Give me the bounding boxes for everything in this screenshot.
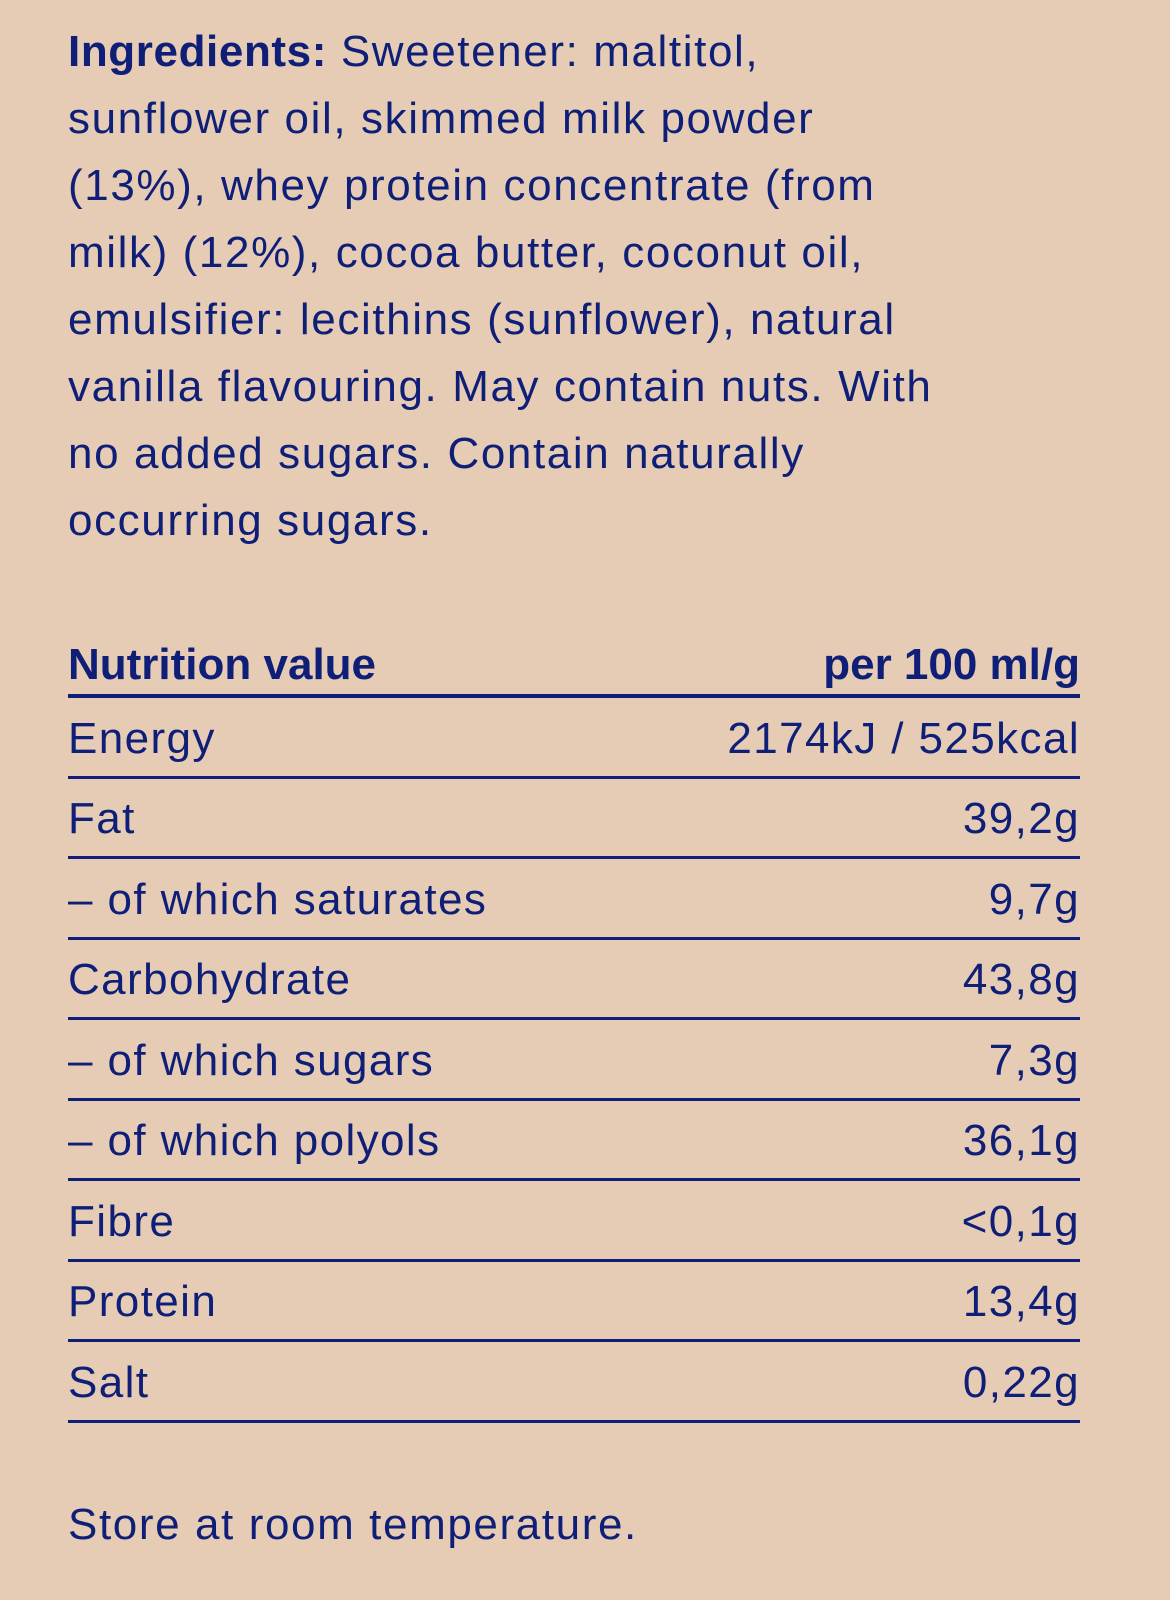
ingredients-line: emulsifier: lecithins (sunflower), natur… [68,295,896,344]
nutrient-value: 43,8g [962,955,1080,1005]
nutrient-value: 39,2g [962,794,1080,844]
ingredients-paragraph: Ingredients: Sweetener: maltitol, sunflo… [68,18,1128,554]
table-row: – of which polyols 36,1g [68,1101,1080,1181]
nutrient-value: 7,3g [988,1035,1080,1085]
nutrient-name: – of which polyols [68,1116,441,1166]
ingredients-line: no added sugars. Contain naturally [68,429,805,478]
nutrient-name: Energy [68,713,216,763]
ingredients-line: Ingredients: Sweetener: maltitol, [68,18,1128,85]
nutrient-name: Fat [68,794,136,844]
nutrient-value: 36,1g [962,1116,1080,1166]
nutrient-name: – of which sugars [68,1035,435,1085]
nutrient-value: <0,1g [961,1196,1080,1246]
table-row: Fibre <0,1g [68,1181,1080,1262]
nutrient-name: Carbohydrate [68,955,352,1005]
storage-note: Store at room temperature. [68,1500,638,1549]
ingredients-line: occurring sugars. [68,496,433,545]
table-row: Energy 2174kJ / 525kcal [68,698,1080,779]
table-row: Salt 0,22g [68,1342,1080,1423]
nutrient-name: Fibre [68,1196,176,1246]
table-row: – of which sugars 7,3g [68,1020,1080,1101]
nutrient-value: 2174kJ / 525kcal [727,713,1080,763]
nutrient-name: Salt [68,1357,150,1407]
ingredients-label: Ingredients: [68,27,327,76]
ingredients-text: Sweetener: maltitol, [327,27,760,76]
nutrient-value: 9,7g [988,874,1080,924]
ingredients-line: milk) (12%), cocoa butter, coconut oil, [68,228,865,277]
ingredients-line: vanilla flavouring. May contain nuts. Wi… [68,362,933,411]
nutrient-value: 0,22g [962,1357,1080,1407]
nutrition-table-header: Nutrition value per 100 ml/g [68,620,1080,698]
nutrient-name: Protein [68,1277,218,1327]
nutrient-value: 13,4g [962,1277,1080,1327]
ingredients-line: (13%), whey protein concentrate (from [68,161,876,210]
header-label: Nutrition value [68,640,377,689]
table-row: Carbohydrate 43,8g [68,940,1080,1020]
nutrition-table: Nutrition value per 100 ml/g Energy 2174k… [68,620,1080,1423]
header-unit: per 100 ml/g [823,640,1080,689]
ingredients-line: sunflower oil, skimmed milk powder [68,94,815,143]
table-row: – of which saturates 9,7g [68,859,1080,940]
table-row: Fat 39,2g [68,779,1080,859]
table-row: Protein 13,4g [68,1262,1080,1342]
nutrient-name: – of which saturates [68,874,488,924]
